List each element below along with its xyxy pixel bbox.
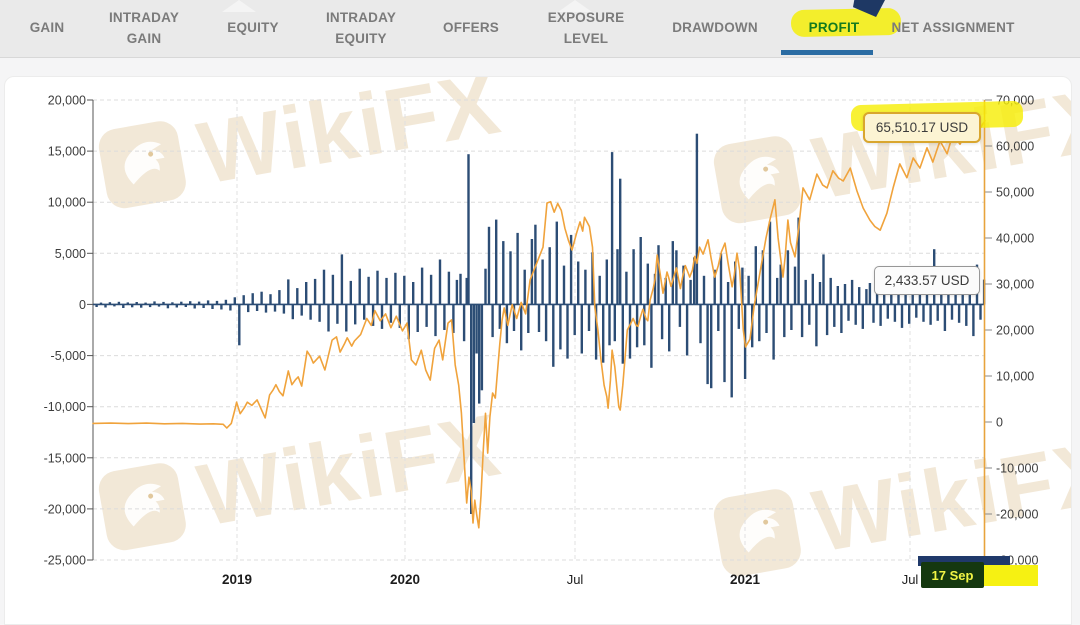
svg-text:10,000: 10,000 — [996, 370, 1034, 384]
svg-text:15,000: 15,000 — [48, 145, 86, 159]
svg-text:40,000: 40,000 — [996, 232, 1034, 246]
tab-equity[interactable]: EQUITY — [203, 0, 303, 57]
svg-text:-15,000: -15,000 — [44, 451, 86, 465]
tab-label: EQUITY — [227, 20, 279, 36]
crosshair-date-label: 17 Sep — [921, 562, 984, 588]
svg-text:5,000: 5,000 — [55, 247, 86, 261]
tab-label: GAIN — [29, 20, 65, 36]
bar-value-tooltip: 2,433.57 USD — [874, 266, 980, 295]
svg-text:-20,000: -20,000 — [44, 502, 86, 516]
svg-text:-10,000: -10,000 — [44, 400, 86, 414]
tab-bar: GAIN INTRADAY GAIN EQUITY INTRADAY EQUITY OF… — [0, 0, 1080, 58]
tab-intraday-equity[interactable]: INTRADAY EQUITY — [306, 0, 416, 57]
profit-value-tooltip: 65,510.17 USD — [863, 112, 981, 143]
tab-label: PROFIT — [808, 20, 860, 36]
tab-label: EXPOSURE LEVEL — [547, 10, 625, 46]
svg-text:50,000: 50,000 — [996, 186, 1034, 200]
svg-text:2019: 2019 — [222, 572, 252, 587]
date-label-accent — [918, 556, 1010, 566]
tab-profit[interactable]: PROFIT — [781, 0, 887, 57]
svg-text:0: 0 — [996, 416, 1003, 430]
svg-text:-10,000: -10,000 — [996, 462, 1038, 476]
tab-offers[interactable]: OFFERS — [421, 0, 521, 57]
tab-label: NET ASSIGNMENT — [891, 20, 1015, 36]
tab-gain[interactable]: GAIN — [8, 0, 86, 57]
svg-text:30,000: 30,000 — [996, 278, 1034, 292]
active-tab-underline — [781, 50, 873, 55]
tab-drawdown[interactable]: DRAWDOWN — [652, 0, 778, 57]
svg-text:60,000: 60,000 — [996, 140, 1034, 154]
svg-text:20,000: 20,000 — [996, 324, 1034, 338]
svg-text:10,000: 10,000 — [48, 196, 86, 210]
tab-label: INTRADAY GAIN — [108, 10, 180, 46]
tab-net-assignment[interactable]: NET ASSIGNMENT — [889, 0, 1017, 57]
svg-text:-25,000: -25,000 — [44, 554, 86, 568]
svg-text:2020: 2020 — [390, 572, 420, 587]
svg-text:Jul: Jul — [567, 572, 584, 587]
tab-label: OFFERS — [443, 20, 499, 36]
tab-exposure-level[interactable]: EXPOSURE LEVEL — [526, 0, 646, 57]
tab-label: DRAWDOWN — [672, 20, 758, 36]
svg-text:-5,000: -5,000 — [51, 349, 86, 363]
svg-text:Jul: Jul — [902, 572, 919, 587]
tab-label: INTRADAY EQUITY — [325, 10, 397, 46]
highlight-marker-date — [984, 565, 1038, 586]
tab-intraday-gain[interactable]: INTRADAY GAIN — [90, 0, 198, 57]
svg-text:0: 0 — [79, 298, 86, 312]
svg-text:2021: 2021 — [730, 572, 761, 587]
svg-text:20,000: 20,000 — [48, 94, 86, 108]
svg-text:-20,000: -20,000 — [996, 508, 1038, 522]
